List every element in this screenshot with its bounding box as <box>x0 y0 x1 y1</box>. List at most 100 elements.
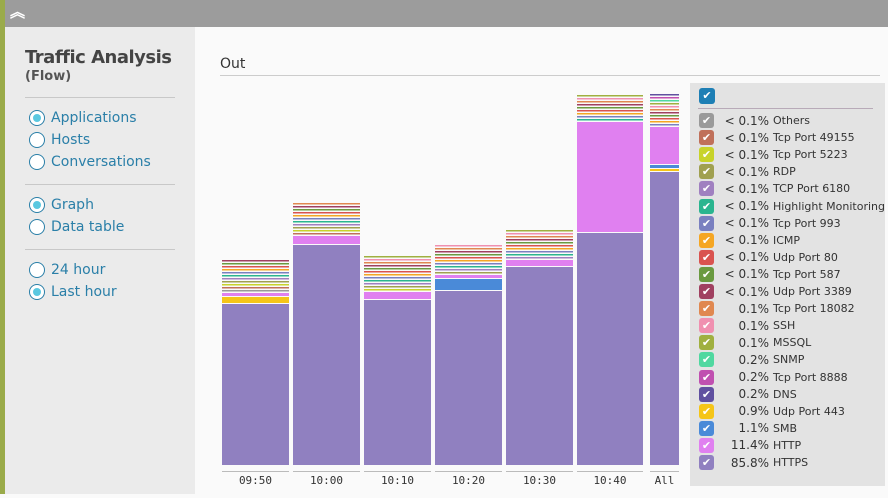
legend-item[interactable]: ✔ 0.2% DNS <box>699 386 797 403</box>
bar-segment-http[interactable] <box>435 275 502 278</box>
checkbox-checked-icon[interactable]: ✔ <box>699 198 714 214</box>
legend-item[interactable]: ✔ < 0.1% ICMP <box>699 232 800 249</box>
radio-circle-icon[interactable] <box>29 154 45 170</box>
legend-item[interactable]: ✔ 85.8% HTTPS <box>699 454 808 471</box>
bar-segment-other[interactable] <box>650 97 679 99</box>
bar-segment-other[interactable] <box>506 251 573 253</box>
radio-circle-icon[interactable] <box>29 219 45 235</box>
select-all-checkbox[interactable]: ✔ <box>699 88 715 104</box>
legend-item[interactable]: ✔ 1.1% SMB <box>699 420 797 437</box>
bar-segment-other[interactable] <box>506 254 573 256</box>
checkbox-checked-icon[interactable]: ✔ <box>699 403 714 419</box>
collapse-chevron-icon[interactable]: ︽ <box>10 3 26 21</box>
checkbox-checked-icon[interactable]: ✔ <box>699 369 714 385</box>
bar-segment-other[interactable] <box>364 289 431 291</box>
bar-segment-other[interactable] <box>435 272 502 274</box>
radio-circle-icon[interactable] <box>29 262 45 278</box>
bar-segment-other[interactable] <box>650 115 679 117</box>
bar-segment-other[interactable] <box>577 119 643 121</box>
bar-segment-other[interactable] <box>293 221 360 223</box>
checkbox-checked-icon[interactable]: ✔ <box>699 420 714 436</box>
bar-segment-other[interactable] <box>435 245 502 247</box>
checkbox-checked-icon[interactable]: ✔ <box>699 113 714 128</box>
checkbox-checked-icon[interactable]: ✔ <box>699 249 714 265</box>
legend-item[interactable]: ✔ < 0.1% Tcp Port 993 <box>699 215 841 232</box>
checkbox-checked-icon[interactable]: ✔ <box>699 335 714 351</box>
bar-segment-other[interactable] <box>222 266 289 268</box>
bar-segment-other[interactable] <box>364 274 431 276</box>
legend-item[interactable]: ✔ 0.2% Tcp Port 8888 <box>699 369 848 386</box>
radio-conversations[interactable]: Conversations <box>29 154 151 170</box>
bar-segment-other[interactable] <box>435 248 502 250</box>
radio-24-hour[interactable]: 24 hour <box>29 262 105 278</box>
bar-segment-other[interactable] <box>435 257 502 259</box>
bar-segment-smb[interactable] <box>650 165 679 168</box>
bar-segment-other[interactable] <box>435 269 502 271</box>
checkbox-checked-icon[interactable]: ✔ <box>699 147 714 163</box>
radio-circle-icon[interactable] <box>29 197 45 213</box>
bar-segment-other[interactable] <box>577 101 643 103</box>
radio-graph[interactable]: Graph <box>29 197 94 213</box>
bar-segment-http[interactable] <box>293 236 360 244</box>
bar-segment-udp-port-443[interactable] <box>222 297 289 303</box>
checkbox-checked-icon[interactable]: ✔ <box>699 318 714 334</box>
bar-segment-other[interactable] <box>222 290 289 292</box>
bar-segment-other[interactable] <box>293 203 360 205</box>
bar-segment-other[interactable] <box>435 263 502 265</box>
bar-segment-other[interactable] <box>293 227 360 229</box>
bar-segment-other[interactable] <box>435 251 502 253</box>
bar-segment-other[interactable] <box>577 104 643 106</box>
legend-item[interactable]: ✔ < 0.1% Udp Port 80 <box>699 249 838 266</box>
checkbox-checked-icon[interactable]: ✔ <box>699 181 714 197</box>
bar-segment-other[interactable] <box>222 275 289 277</box>
bar-segment-other[interactable] <box>577 116 643 118</box>
bar-segment-other[interactable] <box>293 224 360 226</box>
bar-segment-other[interactable] <box>506 257 573 259</box>
bar-segment-http[interactable] <box>506 260 573 266</box>
bar-segment-other[interactable] <box>364 286 431 288</box>
bar-segment-other[interactable] <box>364 262 431 264</box>
bar-segment-other[interactable] <box>222 272 289 274</box>
bar-segment-https[interactable] <box>506 267 573 465</box>
bar-segment-other[interactable] <box>364 265 431 267</box>
bar-segment-other[interactable] <box>650 118 679 120</box>
legend-item[interactable]: ✔ 0.1% Tcp Port 18082 <box>699 300 855 317</box>
legend-item[interactable]: ✔ 0.1% MSSQL <box>699 334 811 351</box>
checkbox-checked-icon[interactable]: ✔ <box>699 455 714 470</box>
radio-last-hour[interactable]: Last hour <box>29 284 117 300</box>
radio-circle-icon[interactable] <box>29 132 45 148</box>
radio-applications[interactable]: Applications <box>29 110 137 126</box>
bar-segment-other[interactable] <box>222 287 289 289</box>
bar-segment-other[interactable] <box>506 239 573 241</box>
legend-item[interactable]: ✔ 0.2% SNMP <box>699 351 804 368</box>
bar-segment-other[interactable] <box>222 263 289 265</box>
bar-segment-other[interactable] <box>650 112 679 114</box>
bar-segment-other[interactable] <box>293 209 360 211</box>
bar-segment-other[interactable] <box>293 215 360 217</box>
bar-segment-other[interactable] <box>435 254 502 256</box>
checkbox-checked-icon[interactable]: ✔ <box>699 232 714 248</box>
bar-segment-https[interactable] <box>222 304 289 465</box>
legend-item[interactable]: ✔ < 0.1% Tcp Port 587 <box>699 266 841 283</box>
bar-segment-other[interactable] <box>650 100 679 102</box>
legend-item[interactable]: ✔ < 0.1% RDP <box>699 163 796 180</box>
checkbox-checked-icon[interactable]: ✔ <box>699 266 714 282</box>
bar-segment-other[interactable] <box>222 278 289 280</box>
bar-segment-https[interactable] <box>577 233 643 465</box>
bar-segment-other[interactable] <box>293 212 360 214</box>
radio-data-table[interactable]: Data table <box>29 219 124 235</box>
bar-segment-other[interactable] <box>222 284 289 286</box>
bar-segment-other[interactable] <box>650 121 679 123</box>
checkbox-checked-icon[interactable]: ✔ <box>699 437 714 453</box>
bar-segment-http[interactable] <box>577 122 643 232</box>
bar-segment-other[interactable] <box>364 280 431 282</box>
bar-segment-other[interactable] <box>222 260 289 262</box>
checkbox-checked-icon[interactable]: ✔ <box>699 386 714 402</box>
bar-segment-smb[interactable] <box>435 279 502 290</box>
legend-item[interactable]: ✔ < 0.1% Others <box>699 112 810 129</box>
checkbox-checked-icon[interactable]: ✔ <box>699 352 714 368</box>
legend-item[interactable]: ✔ < 0.1% Tcp Port 49155 <box>699 129 855 146</box>
bar-segment-other[interactable] <box>222 281 289 283</box>
bar-segment-other[interactable] <box>293 218 360 220</box>
bar-segment-other[interactable] <box>364 277 431 279</box>
